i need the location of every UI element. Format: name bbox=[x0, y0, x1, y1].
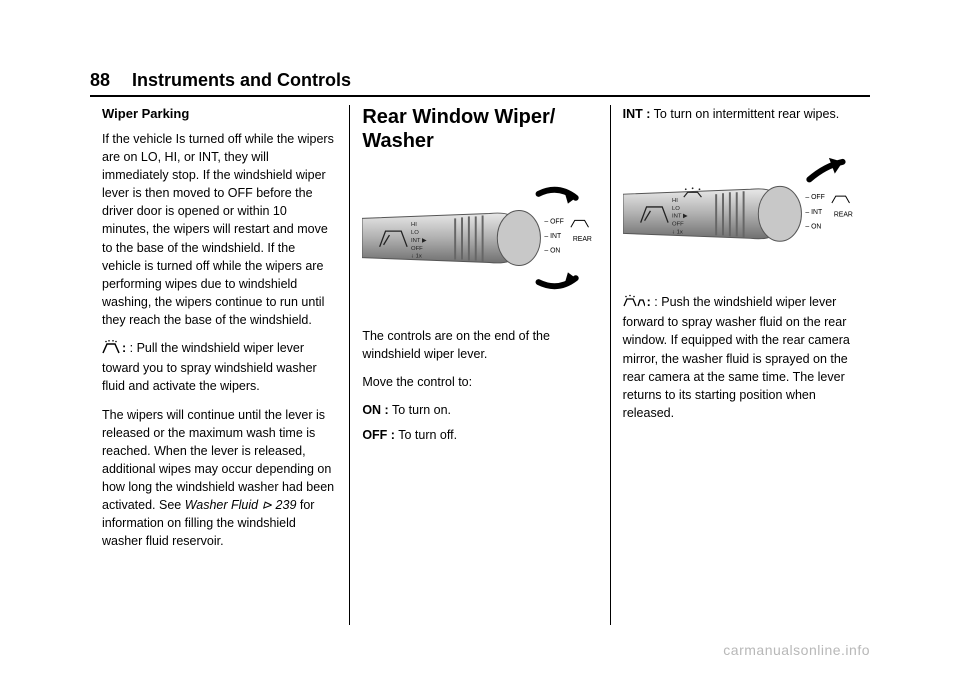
svg-text:– INT: – INT bbox=[805, 209, 823, 216]
washer-continue-para: The wipers will continue until the lever… bbox=[102, 406, 337, 551]
on-text: To turn on. bbox=[389, 403, 451, 417]
watermark: carmanualsonline.info bbox=[723, 642, 870, 658]
page-header: 88 Instruments and Controls bbox=[90, 70, 870, 97]
svg-text:↓ 1x: ↓ 1x bbox=[672, 230, 683, 236]
svg-text:OFF: OFF bbox=[411, 246, 423, 252]
page-number: 88 bbox=[90, 70, 110, 91]
off-text: To turn off. bbox=[395, 428, 457, 442]
svg-text:– ON: – ON bbox=[805, 224, 821, 231]
int-label: INT : bbox=[623, 107, 651, 121]
svg-text:INT ▶: INT ▶ bbox=[672, 214, 688, 220]
link-symbol: ⊳ bbox=[258, 498, 275, 512]
svg-text:LO: LO bbox=[411, 230, 419, 236]
svg-text:– ON: – ON bbox=[545, 248, 561, 255]
int-definition: INT : To turn on intermittent rear wipes… bbox=[623, 105, 858, 123]
rear-washer-icon bbox=[623, 294, 645, 313]
svg-text:LO: LO bbox=[672, 206, 680, 212]
content-columns: Wiper Parking If the vehicle Is turned o… bbox=[90, 105, 870, 625]
svg-text:– OFF: – OFF bbox=[545, 218, 564, 225]
washer-pull-def: : : Pull the windshield wiper lever towa… bbox=[102, 339, 337, 395]
controls-caption: The controls are on the end of the winds… bbox=[362, 327, 597, 363]
svg-text:– INT: – INT bbox=[545, 233, 563, 240]
washer-spray-icon bbox=[102, 340, 120, 359]
svg-text:– OFF: – OFF bbox=[805, 194, 824, 201]
svg-text:↓ 1x: ↓ 1x bbox=[411, 254, 422, 260]
column-1: Wiper Parking If the vehicle Is turned o… bbox=[90, 105, 349, 625]
para2a: The wipers will continue until the lever… bbox=[102, 408, 334, 513]
on-label: ON : bbox=[362, 403, 388, 417]
column-2: Rear Window Wiper/ Washer bbox=[349, 105, 609, 625]
svg-text:HI: HI bbox=[672, 198, 678, 204]
rear-wiper-heading: Rear Window Wiper/ Washer bbox=[362, 105, 597, 153]
rear-wiper-control-figure-2: HI LO INT ▶ OFF ↓ 1x – OFF – INT – ON RE… bbox=[623, 129, 858, 279]
washer-fluid-link: Washer Fluid bbox=[185, 498, 258, 512]
svg-text:REAR: REAR bbox=[833, 212, 852, 219]
int-text: To turn on intermittent rear wipes. bbox=[650, 107, 839, 121]
off-definition: OFF : To turn off. bbox=[362, 426, 597, 444]
wiper-parking-para: If the vehicle Is turned off while the w… bbox=[102, 130, 337, 329]
svg-text:REAR: REAR bbox=[573, 236, 592, 243]
svg-text:HI: HI bbox=[411, 222, 417, 228]
link-page: 239 bbox=[276, 498, 297, 512]
svg-text:INT ▶: INT ▶ bbox=[411, 238, 427, 244]
move-control: Move the control to: bbox=[362, 373, 597, 391]
rear-washer-def: : : Push the windshield wiper lever forw… bbox=[623, 293, 858, 422]
on-definition: ON : To turn on. bbox=[362, 401, 597, 419]
rear-wiper-control-figure-1: HI LO INT ▶ OFF ↓ 1x – OFF – INT – ON RE… bbox=[362, 163, 597, 313]
off-label: OFF : bbox=[362, 428, 395, 442]
washer-pull-text: : Pull the windshield wiper lever toward… bbox=[102, 341, 317, 393]
column-3: INT : To turn on intermittent rear wipes… bbox=[610, 105, 870, 625]
manual-page: 88 Instruments and Controls Wiper Parkin… bbox=[0, 0, 960, 678]
wiper-parking-heading: Wiper Parking bbox=[102, 105, 337, 124]
chapter-title: Instruments and Controls bbox=[132, 70, 351, 91]
rear-washer-text: : Push the windshield wiper lever forwar… bbox=[623, 295, 850, 420]
svg-text:OFF: OFF bbox=[672, 222, 684, 228]
